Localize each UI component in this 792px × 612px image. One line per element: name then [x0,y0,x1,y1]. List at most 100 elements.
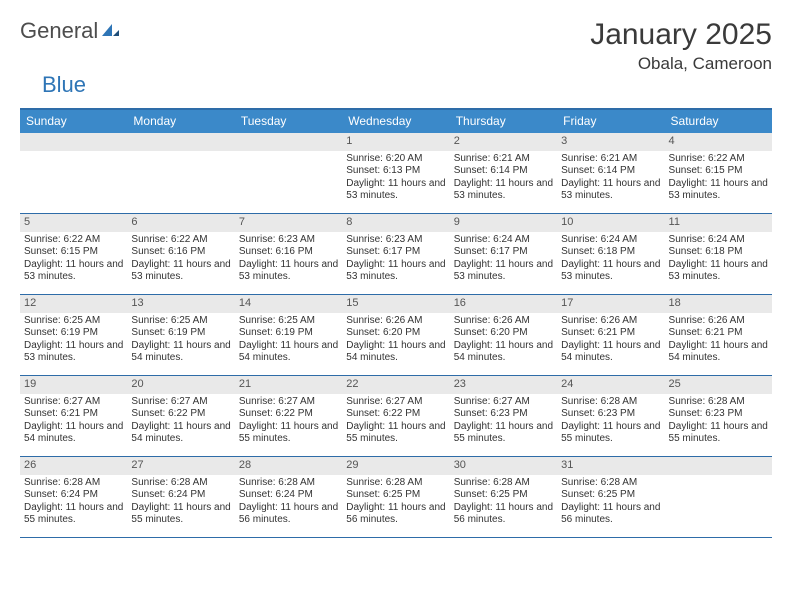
sunset-text: Sunset: 6:20 PM [346,327,445,340]
sunset-text: Sunset: 6:25 PM [346,489,445,502]
day-number: 5 [20,214,127,232]
day-body: Sunrise: 6:28 AMSunset: 6:25 PMDaylight:… [557,475,664,531]
day-number: 6 [127,214,234,232]
daylight-text: Daylight: 11 hours and 53 minutes. [669,178,768,203]
day-cell: 7Sunrise: 6:23 AMSunset: 6:16 PMDaylight… [235,214,342,294]
sunrise-text: Sunrise: 6:25 AM [239,315,338,328]
day-body: Sunrise: 6:21 AMSunset: 6:14 PMDaylight:… [450,151,557,207]
daylight-text: Daylight: 11 hours and 54 minutes. [131,421,230,446]
daylight-text: Daylight: 11 hours and 53 minutes. [131,259,230,284]
sunset-text: Sunset: 6:16 PM [131,246,230,259]
daylight-text: Daylight: 11 hours and 55 minutes. [239,421,338,446]
day-cell: 29Sunrise: 6:28 AMSunset: 6:25 PMDayligh… [342,457,449,537]
sunset-text: Sunset: 6:17 PM [454,246,553,259]
day-body-empty [235,151,342,211]
day-number: 12 [20,295,127,313]
week-row: 26Sunrise: 6:28 AMSunset: 6:24 PMDayligh… [20,457,772,538]
week-row: 19Sunrise: 6:27 AMSunset: 6:21 PMDayligh… [20,376,772,457]
day-number: 30 [450,457,557,475]
day-body: Sunrise: 6:23 AMSunset: 6:16 PMDaylight:… [235,232,342,288]
day-cell: 2Sunrise: 6:21 AMSunset: 6:14 PMDaylight… [450,133,557,213]
sunrise-text: Sunrise: 6:26 AM [346,315,445,328]
day-cell: 3Sunrise: 6:21 AMSunset: 6:14 PMDaylight… [557,133,664,213]
day-number: 17 [557,295,664,313]
day-body: Sunrise: 6:28 AMSunset: 6:25 PMDaylight:… [342,475,449,531]
day-body: Sunrise: 6:24 AMSunset: 6:17 PMDaylight:… [450,232,557,288]
sunrise-text: Sunrise: 6:21 AM [454,153,553,166]
logo-sail-icon [100,18,120,44]
daylight-text: Daylight: 11 hours and 54 minutes. [131,340,230,365]
sunset-text: Sunset: 6:24 PM [239,489,338,502]
sunrise-text: Sunrise: 6:27 AM [131,396,230,409]
sunset-text: Sunset: 6:19 PM [239,327,338,340]
sunrise-text: Sunrise: 6:26 AM [669,315,768,328]
sunrise-text: Sunrise: 6:28 AM [669,396,768,409]
day-cell: 27Sunrise: 6:28 AMSunset: 6:24 PMDayligh… [127,457,234,537]
sunset-text: Sunset: 6:22 PM [346,408,445,421]
day-cell: 18Sunrise: 6:26 AMSunset: 6:21 PMDayligh… [665,295,772,375]
sunrise-text: Sunrise: 6:28 AM [346,477,445,490]
daylight-text: Daylight: 11 hours and 55 minutes. [669,421,768,446]
sunset-text: Sunset: 6:18 PM [561,246,660,259]
sunrise-text: Sunrise: 6:24 AM [561,234,660,247]
sunrise-text: Sunrise: 6:27 AM [239,396,338,409]
sunset-text: Sunset: 6:19 PM [131,327,230,340]
day-body: Sunrise: 6:26 AMSunset: 6:21 PMDaylight:… [665,313,772,369]
daylight-text: Daylight: 11 hours and 55 minutes. [561,421,660,446]
weekday-saturday: Saturday [665,110,772,133]
week-row: 1Sunrise: 6:20 AMSunset: 6:13 PMDaylight… [20,133,772,214]
weekday-wednesday: Wednesday [342,110,449,133]
daylight-text: Daylight: 11 hours and 54 minutes. [346,340,445,365]
sunset-text: Sunset: 6:23 PM [669,408,768,421]
sunrise-text: Sunrise: 6:28 AM [561,477,660,490]
day-cell: 24Sunrise: 6:28 AMSunset: 6:23 PMDayligh… [557,376,664,456]
day-body: Sunrise: 6:27 AMSunset: 6:22 PMDaylight:… [127,394,234,450]
daylight-text: Daylight: 11 hours and 54 minutes. [239,340,338,365]
daylight-text: Daylight: 11 hours and 56 minutes. [239,502,338,527]
sunrise-text: Sunrise: 6:25 AM [131,315,230,328]
daylight-text: Daylight: 11 hours and 53 minutes. [24,340,123,365]
weeks-container: 1Sunrise: 6:20 AMSunset: 6:13 PMDaylight… [20,133,772,538]
day-cell: 21Sunrise: 6:27 AMSunset: 6:22 PMDayligh… [235,376,342,456]
daylight-text: Daylight: 11 hours and 53 minutes. [346,178,445,203]
day-number: 18 [665,295,772,313]
sunrise-text: Sunrise: 6:28 AM [561,396,660,409]
day-body: Sunrise: 6:24 AMSunset: 6:18 PMDaylight:… [665,232,772,288]
daylight-text: Daylight: 11 hours and 54 minutes. [561,340,660,365]
day-body: Sunrise: 6:27 AMSunset: 6:22 PMDaylight:… [342,394,449,450]
daylight-text: Daylight: 11 hours and 53 minutes. [24,259,123,284]
day-number: 2 [450,133,557,151]
day-cell: 5Sunrise: 6:22 AMSunset: 6:15 PMDaylight… [20,214,127,294]
sunset-text: Sunset: 6:14 PM [561,165,660,178]
day-number: 15 [342,295,449,313]
sunrise-text: Sunrise: 6:28 AM [454,477,553,490]
day-number: 1 [342,133,449,151]
day-number: 3 [557,133,664,151]
day-number: 4 [665,133,772,151]
day-number: 16 [450,295,557,313]
day-body: Sunrise: 6:28 AMSunset: 6:23 PMDaylight:… [557,394,664,450]
sunrise-text: Sunrise: 6:23 AM [346,234,445,247]
daylight-text: Daylight: 11 hours and 55 minutes. [24,502,123,527]
logo: General [20,18,120,44]
day-number: 27 [127,457,234,475]
day-cell [127,133,234,213]
day-number: 7 [235,214,342,232]
sunrise-text: Sunrise: 6:26 AM [561,315,660,328]
day-cell: 14Sunrise: 6:25 AMSunset: 6:19 PMDayligh… [235,295,342,375]
day-number: 8 [342,214,449,232]
daylight-text: Daylight: 11 hours and 54 minutes. [454,340,553,365]
day-cell: 1Sunrise: 6:20 AMSunset: 6:13 PMDaylight… [342,133,449,213]
day-body: Sunrise: 6:28 AMSunset: 6:24 PMDaylight:… [20,475,127,531]
daylight-text: Daylight: 11 hours and 55 minutes. [454,421,553,446]
day-number: 11 [665,214,772,232]
sunset-text: Sunset: 6:22 PM [131,408,230,421]
day-body: Sunrise: 6:27 AMSunset: 6:22 PMDaylight:… [235,394,342,450]
logo-text: General [20,18,120,44]
day-cell: 9Sunrise: 6:24 AMSunset: 6:17 PMDaylight… [450,214,557,294]
day-cell: 30Sunrise: 6:28 AMSunset: 6:25 PMDayligh… [450,457,557,537]
day-cell: 26Sunrise: 6:28 AMSunset: 6:24 PMDayligh… [20,457,127,537]
daylight-text: Daylight: 11 hours and 56 minutes. [454,502,553,527]
sunset-text: Sunset: 6:17 PM [346,246,445,259]
day-number: 31 [557,457,664,475]
